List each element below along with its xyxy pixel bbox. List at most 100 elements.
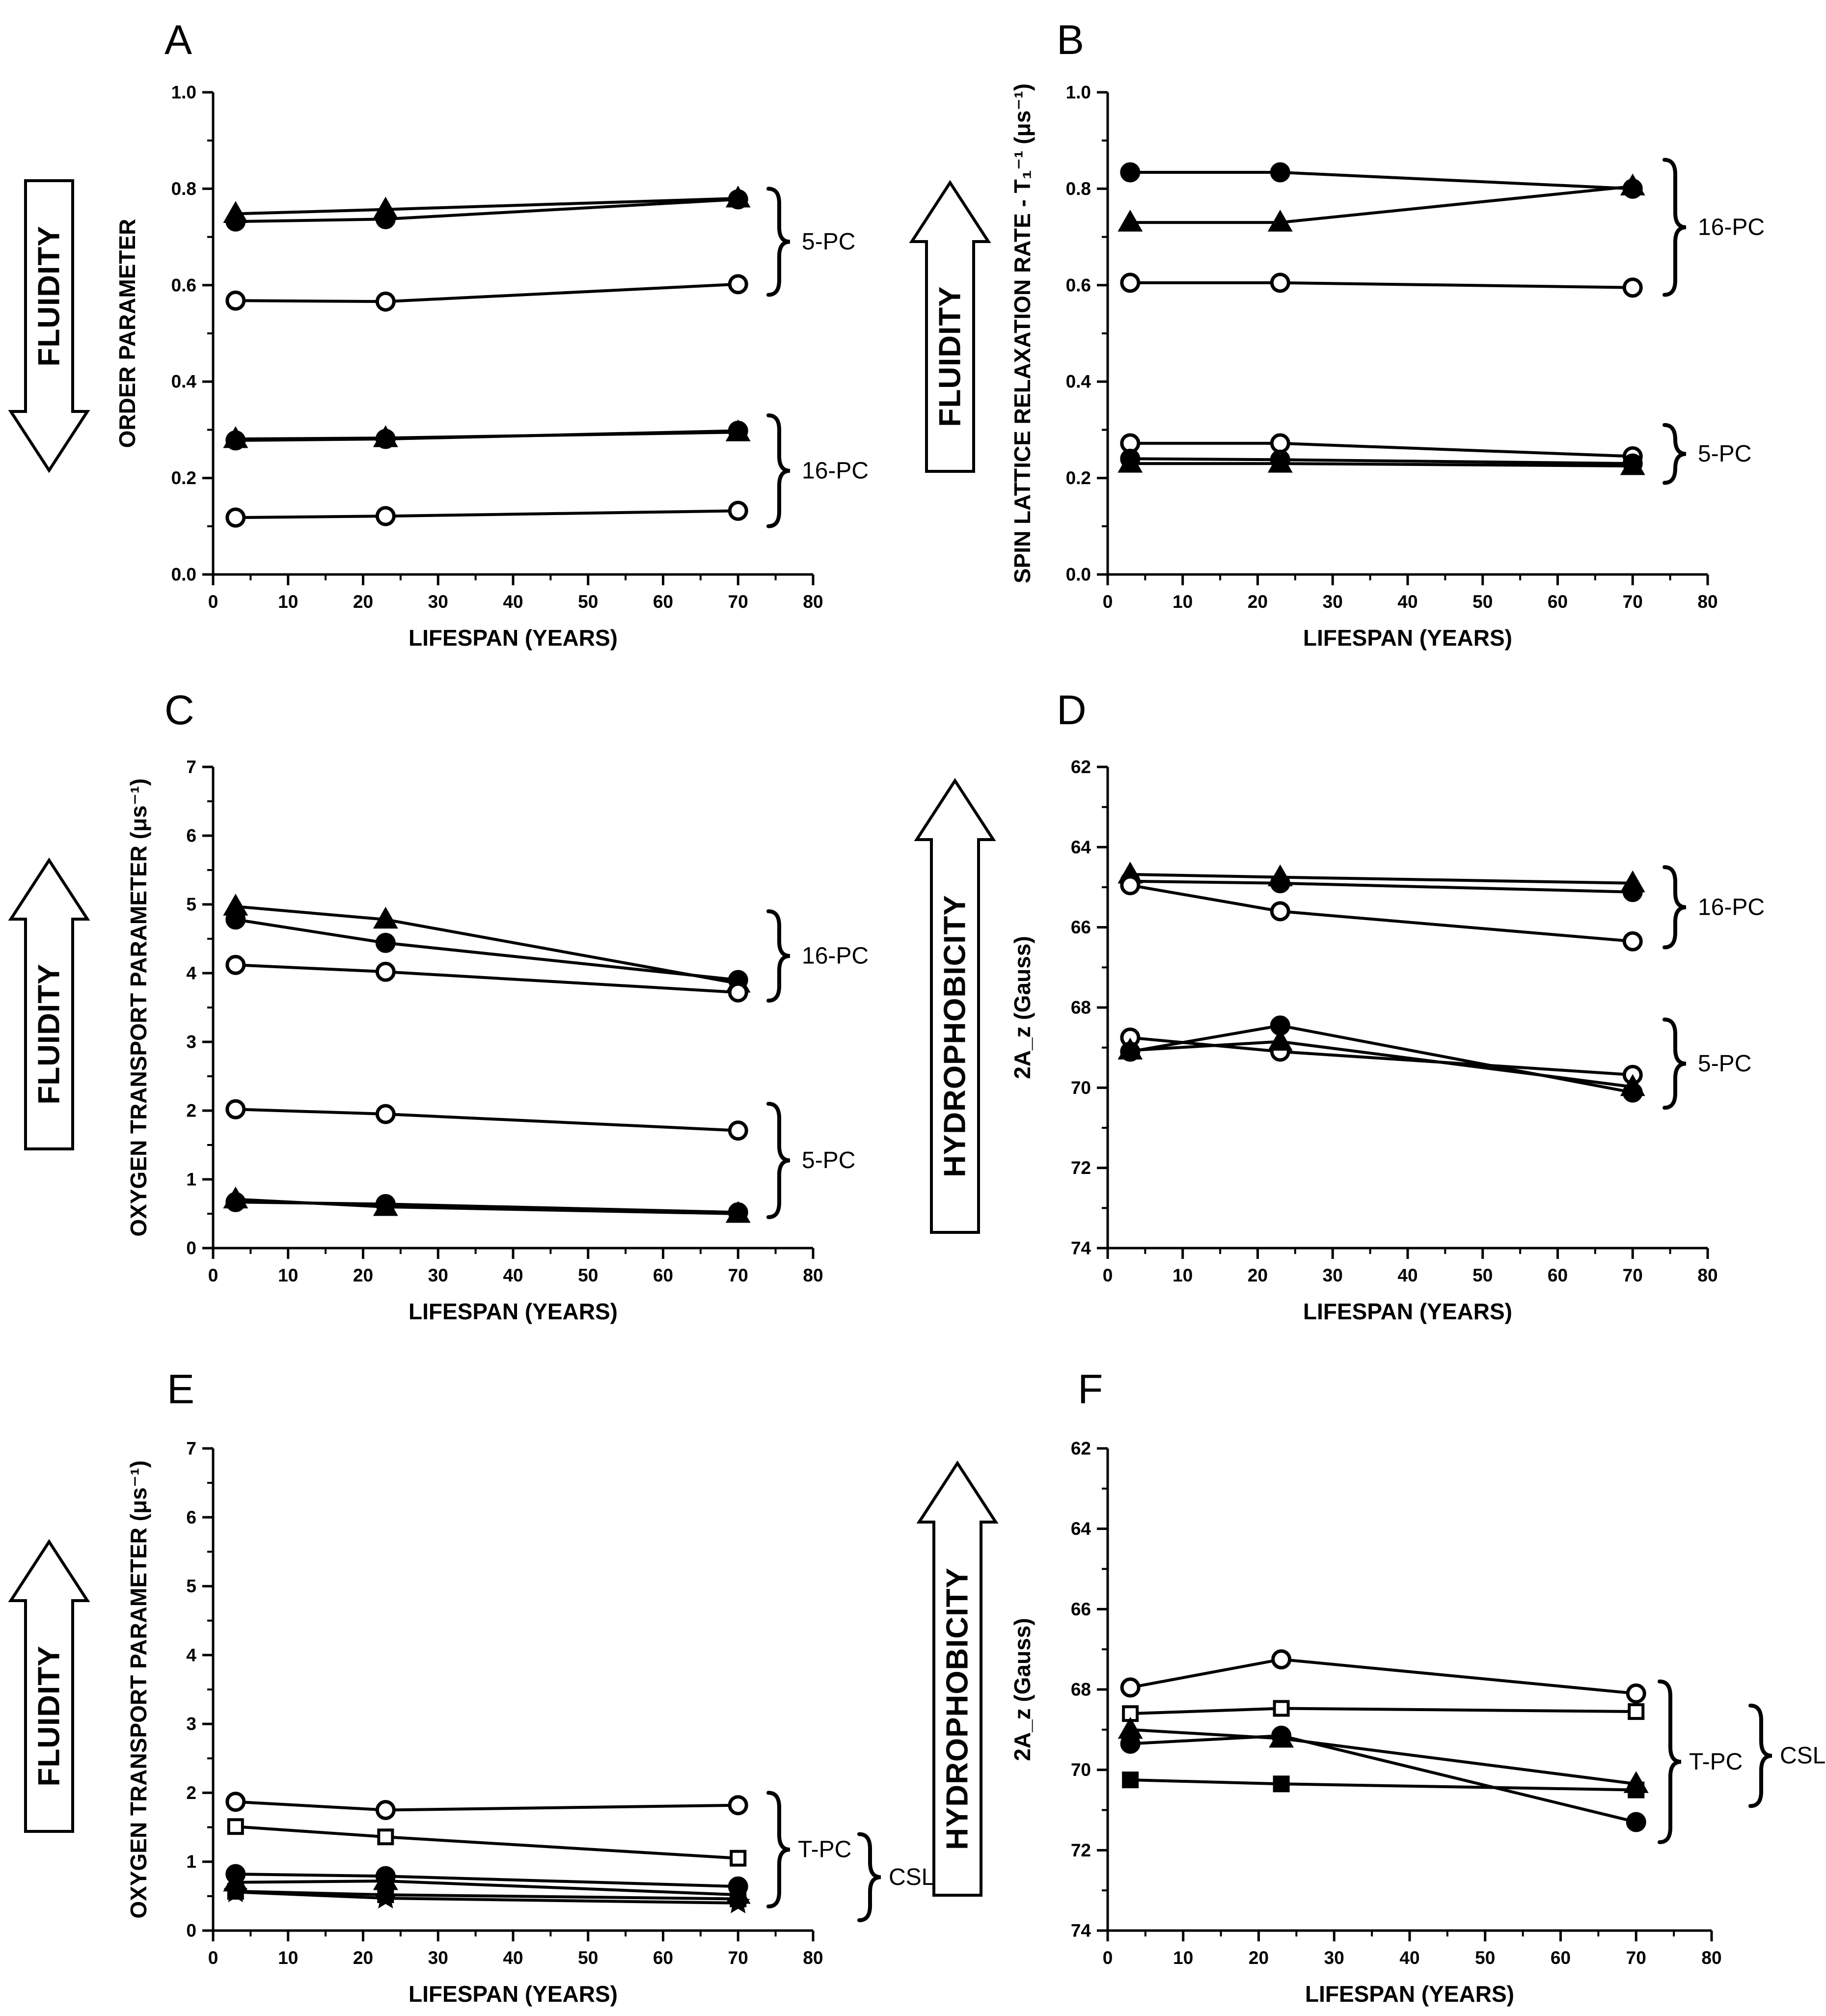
series-line bbox=[1130, 171, 1633, 191]
data-point bbox=[375, 209, 396, 229]
group-label: 16-PC bbox=[802, 458, 869, 484]
y-tick-label: 6 bbox=[186, 1507, 196, 1527]
data-point bbox=[1273, 1775, 1290, 1793]
x-tick-label: 80 bbox=[1697, 592, 1717, 612]
data-point bbox=[375, 291, 396, 312]
x-tick-label: 70 bbox=[1623, 1265, 1643, 1285]
group-brace bbox=[1662, 865, 1687, 950]
data-point bbox=[375, 429, 396, 449]
data-point bbox=[728, 1202, 748, 1223]
y-axis-title: OXYGEN TRANSPORT PARAMETER (μs⁻¹) bbox=[126, 1460, 151, 1918]
data-point bbox=[728, 982, 748, 1003]
data-point bbox=[728, 1795, 748, 1816]
y-tick-label: 64 bbox=[1071, 1519, 1091, 1539]
data-point bbox=[728, 189, 748, 210]
data-point bbox=[1622, 882, 1643, 902]
x-tick-label: 30 bbox=[1323, 592, 1343, 612]
data-point bbox=[225, 954, 246, 975]
data-point bbox=[1270, 433, 1290, 454]
x-tick-label: 30 bbox=[1323, 1265, 1343, 1285]
data-point bbox=[1271, 1649, 1292, 1670]
data-point bbox=[1122, 1771, 1139, 1789]
series-line bbox=[1130, 883, 1633, 943]
x-tick-label: 30 bbox=[1324, 1948, 1344, 1968]
y-tick-label: 6 bbox=[186, 826, 196, 846]
data-point bbox=[373, 1885, 398, 1909]
y-tick-label: 4 bbox=[186, 1645, 196, 1665]
y-axis-title: 2A_z (Gauss) bbox=[1009, 1618, 1035, 1761]
arrow-label: HYDROPHOBICITY bbox=[941, 1567, 975, 1850]
data-point bbox=[1117, 451, 1143, 473]
x-tick-label: 10 bbox=[1172, 592, 1193, 612]
data-point bbox=[225, 430, 246, 451]
group-label: 16-PC bbox=[1698, 894, 1765, 920]
panel-letter: E bbox=[167, 1366, 194, 1412]
y-tick-label: 0 bbox=[186, 1921, 196, 1941]
series-line bbox=[235, 509, 738, 519]
x-tick-label: 60 bbox=[653, 1265, 673, 1285]
data-point bbox=[1117, 210, 1143, 232]
y-tick-label: 7 bbox=[186, 1439, 196, 1459]
data-point bbox=[1622, 931, 1643, 952]
y-tick-label: 62 bbox=[1071, 757, 1091, 777]
arrow-label: HYDROPHOBICITY bbox=[938, 895, 972, 1177]
y-tick-label: 1.0 bbox=[1066, 82, 1091, 103]
data-point bbox=[1267, 210, 1293, 232]
series-line bbox=[235, 1200, 738, 1214]
panel-letter: F bbox=[1078, 1366, 1103, 1412]
data-point bbox=[375, 1194, 396, 1214]
group-brace bbox=[766, 413, 790, 528]
x-tick-label: 0 bbox=[1103, 1265, 1113, 1285]
x-tick-label: 30 bbox=[428, 1948, 448, 1968]
group-brace bbox=[1662, 1017, 1687, 1110]
group-label: 16-PC bbox=[1698, 214, 1765, 240]
data-point bbox=[728, 274, 748, 295]
x-tick-label: 50 bbox=[1472, 592, 1493, 612]
x-tick-label: 20 bbox=[1248, 1265, 1268, 1285]
y-tick-label: 68 bbox=[1071, 1680, 1091, 1700]
data-point bbox=[1620, 1074, 1645, 1096]
data-point bbox=[1120, 1677, 1141, 1698]
y-tick-label: 3 bbox=[186, 1714, 196, 1734]
x-axis-title: LIFESPAN (YEARS) bbox=[1303, 1299, 1512, 1324]
y-tick-label: 0.6 bbox=[171, 275, 196, 295]
x-tick-label: 30 bbox=[428, 1265, 448, 1285]
x-tick-label: 40 bbox=[503, 1948, 523, 1968]
x-tick-label: 70 bbox=[728, 1948, 748, 1968]
y-tick-label: 66 bbox=[1071, 917, 1091, 937]
y-tick-label: 5 bbox=[186, 1576, 196, 1596]
series-line bbox=[1130, 1728, 1636, 1786]
x-tick-label: 20 bbox=[353, 592, 373, 612]
group-label: 5-PC bbox=[1698, 1051, 1751, 1077]
y-tick-label: 70 bbox=[1071, 1078, 1091, 1098]
data-point bbox=[227, 1818, 244, 1835]
data-point bbox=[1267, 1029, 1293, 1051]
data-point bbox=[1267, 451, 1293, 473]
series-line bbox=[1130, 185, 1633, 224]
y-tick-label: 1 bbox=[186, 1852, 196, 1872]
direction-arrow bbox=[8, 857, 90, 1150]
data-point bbox=[1628, 1703, 1645, 1720]
group-label: T-PC bbox=[798, 1837, 851, 1863]
data-point bbox=[1626, 1683, 1646, 1704]
x-tick-label: 60 bbox=[1548, 1265, 1568, 1285]
data-point bbox=[1273, 1700, 1290, 1717]
x-tick-label: 70 bbox=[728, 1265, 748, 1285]
panel-letter: B bbox=[1057, 17, 1084, 63]
x-tick-label: 20 bbox=[1248, 592, 1268, 612]
data-point bbox=[225, 1792, 246, 1812]
group-brace bbox=[766, 1791, 790, 1908]
y-axis-title: OXYGEN TRANSPORT PARAMETER (μs⁻¹) bbox=[126, 778, 151, 1236]
group-brace bbox=[766, 909, 790, 1003]
x-tick-label: 80 bbox=[803, 1948, 823, 1968]
y-axis-title: 2A_z (Gauss) bbox=[1009, 936, 1035, 1079]
y-tick-label: 66 bbox=[1071, 1599, 1091, 1619]
panel-e: E 0 10 20 30 40 50 60 70 80 0 1 2 3 4 5 6 7 LIFESPAN (YEAR… bbox=[8, 1366, 934, 2007]
data-point bbox=[1120, 1733, 1141, 1754]
x-tick-label: 0 bbox=[1103, 592, 1113, 612]
panel-a: A 0 10 20 30 40 50 60 70 80 0.0 0.2 0.4 0.6 0.8 1.0 LIFE… bbox=[8, 17, 869, 651]
data-point bbox=[375, 932, 396, 953]
x-tick-label: 20 bbox=[1249, 1948, 1269, 1968]
x-axis-title: LIFESPAN (YEARS) bbox=[1305, 1981, 1514, 2007]
x-tick-label: 80 bbox=[1701, 1948, 1721, 1968]
